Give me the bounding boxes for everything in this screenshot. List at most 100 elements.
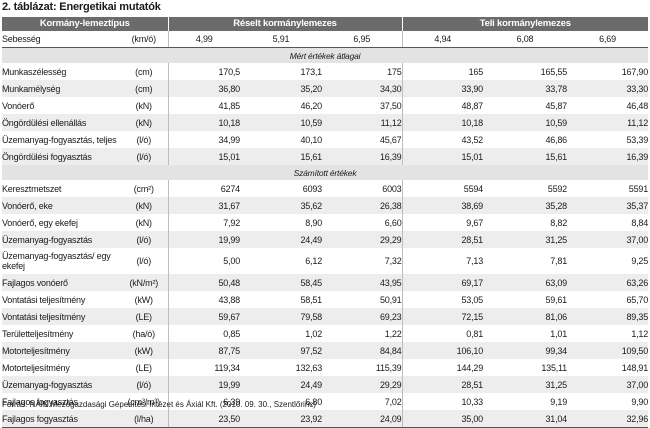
- section-title: Számított értékek: [2, 165, 649, 180]
- row-value: 45,67: [379, 134, 402, 145]
- row-value: 31,67: [167, 197, 240, 214]
- row-value: 46,86: [545, 134, 567, 145]
- table-title: 2. táblázat: Energetikai mutatók: [2, 1, 161, 13]
- row-value: 43,52: [401, 131, 483, 148]
- energy-table: Kormány-lemeztípus Réselt kormánylemezes T…: [2, 17, 649, 428]
- row-value: 115,39: [375, 362, 402, 373]
- row-value: 10,18: [401, 114, 483, 131]
- row-value: 46,48: [626, 100, 649, 111]
- row-label: Fajlagos fogyasztás: [2, 410, 120, 428]
- row-value: 6,80: [305, 396, 322, 407]
- row-unit: (km/ó): [120, 31, 168, 48]
- row-value: 1,01: [550, 328, 567, 339]
- row-value: 97,52: [240, 342, 322, 359]
- row-label: Munkaszélesség: [2, 66, 67, 77]
- table-row: Üzemanyag-fogyasztás, teljes (l/ó) 34,99 40…: [2, 131, 648, 148]
- row-value: 9,25: [631, 256, 649, 266]
- row-value: 7,81: [550, 256, 567, 266]
- row-label: Vonóerő: [2, 100, 35, 111]
- row-value: 15,01: [167, 148, 240, 165]
- row-unit: (LE): [135, 362, 152, 373]
- row-label: Üzemanyag-fogyasztás: [2, 231, 120, 248]
- row-value: 15,61: [483, 148, 567, 165]
- row-value: 5591: [628, 183, 649, 194]
- row-value: 35,28: [483, 197, 567, 214]
- speed-value: 6,69: [567, 31, 649, 48]
- row-label: Sebesség: [2, 31, 120, 48]
- row-value: 36,80: [167, 80, 240, 97]
- row-value: 37,00: [567, 376, 649, 393]
- row-value: 59,61: [545, 294, 567, 305]
- row-label: Üzemanyag-fogyasztás: [2, 376, 120, 393]
- row-value: 43,95: [322, 274, 402, 291]
- row-unit: (l/ó): [120, 376, 168, 393]
- table-body: Kormány-lemeztípus Réselt kormánylemezes T…: [2, 17, 649, 428]
- row-value: 41,85: [167, 97, 240, 114]
- row-unit: (kW): [134, 294, 153, 305]
- row-value: 16,39: [567, 148, 649, 165]
- row-value: 11,12: [567, 114, 649, 131]
- row-value: 37,00: [567, 231, 649, 248]
- row-label: Vontatási teljesítmény: [2, 308, 120, 325]
- row-unit: (l/ó): [120, 231, 168, 248]
- row-unit: (LE): [120, 308, 168, 325]
- row-value: 84,84: [322, 342, 402, 359]
- row-label: Vonóerő, eke: [2, 197, 120, 214]
- row-value: 33,78: [483, 80, 567, 97]
- row-label: Területteljesítmény: [2, 328, 74, 339]
- row-value: 5592: [547, 183, 567, 194]
- row-label: Motorteljesítmény: [2, 342, 120, 359]
- row-value: 8,82: [550, 217, 567, 228]
- row-value: 40,10: [300, 134, 322, 145]
- row-value: 31,25: [483, 376, 567, 393]
- row-value: 46,20: [300, 100, 322, 111]
- row-label: Üzemanyag-fogyasztás/ egy ekefej: [2, 251, 111, 271]
- row-unit: (cm³/m³): [127, 396, 161, 407]
- row-unit: (l/ha): [120, 410, 168, 428]
- table-row: Fajlagos fogyasztás (cm³/m³) 6,39 6,80 7,02 1…: [2, 393, 648, 410]
- row-value: 109,50: [567, 342, 649, 359]
- table-row: Munkaszélesség (cm) 170,5 173,1 175 165 165,55…: [2, 63, 648, 80]
- row-value: 29,29: [322, 376, 402, 393]
- row-value: 132,63: [295, 362, 322, 373]
- row-value: 6274: [167, 180, 240, 197]
- speed-value: 4,99: [167, 31, 240, 48]
- table-row: Üzemanyag-fogyasztás/ egy ekefej (l/ó) 5,0…: [2, 248, 648, 274]
- row-unit: (kN/m²): [120, 274, 168, 291]
- row-unit: (kN): [120, 114, 168, 131]
- row-value: 26,38: [322, 197, 402, 214]
- row-value: 8,90: [305, 217, 322, 228]
- row-value: 35,37: [567, 197, 649, 214]
- speed-value: 6,95: [322, 31, 402, 48]
- row-value: 9,19: [550, 396, 567, 407]
- row-unit: (cm): [120, 80, 168, 97]
- row-value: 87,75: [167, 342, 240, 359]
- row-value: 1,02: [305, 328, 322, 339]
- row-unit: (kW): [120, 342, 168, 359]
- row-value: 79,58: [240, 308, 322, 325]
- row-label: Fajlagos fogyasztás: [2, 396, 78, 407]
- table-row: Munkamélység (cm) 36,80 35,20 34,30 33,90 33,7…: [2, 80, 649, 97]
- row-label: Munkamélység: [2, 80, 120, 97]
- table-row: Vonóerő (kN) 41,85 46,20 37,50 48,87 45,87 46,4…: [2, 97, 648, 114]
- row-value: 69,17: [401, 274, 483, 291]
- header-group-teli: Teli kormánylemezes: [401, 17, 649, 31]
- row-value: 7,13: [401, 248, 483, 274]
- row-value: 170,5: [167, 63, 240, 80]
- row-value: 34,99: [167, 131, 240, 148]
- row-value: 35,20: [240, 80, 322, 97]
- source-note: Forrás: NAIK Mezőgazdasági Gépesítési In…: [2, 400, 316, 409]
- row-label: Vonóerő, egy ekefej: [2, 217, 78, 228]
- row-value: 33,90: [401, 80, 483, 97]
- table-row: Motorteljesítmény (kW) 87,75 97,52 84,84 106,…: [2, 342, 649, 359]
- row-value: 33,30: [567, 80, 649, 97]
- speed-value: 6,08: [483, 31, 567, 48]
- row-value: 28,51: [401, 231, 483, 248]
- row-label: Vontatási teljesítmény: [2, 294, 86, 305]
- row-value: 23,50: [167, 410, 240, 428]
- table-row: Öngördülési ellenállás (kN) 10,18 10,59 11,1…: [2, 114, 649, 131]
- row-value: 165,55: [540, 66, 567, 77]
- row-value: 148,91: [621, 362, 649, 373]
- row-unit: (kN): [135, 217, 152, 228]
- row-value: 16,39: [322, 148, 402, 165]
